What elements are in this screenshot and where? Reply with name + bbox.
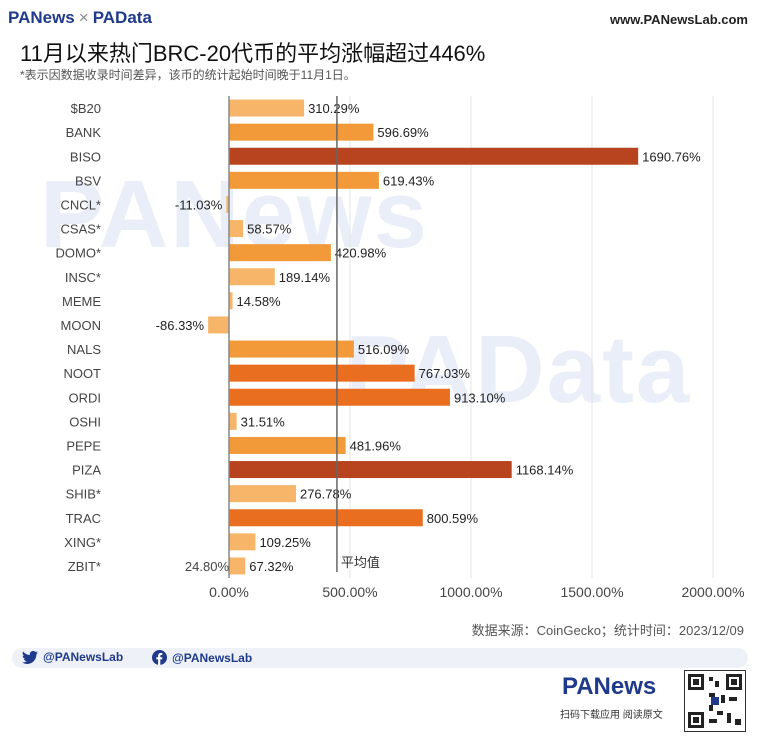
x-tick-label: 1000.00% [439,584,502,600]
data-label: 14.58% [237,294,282,309]
data-label: 913.10% [454,390,506,405]
bar-chart: 0.00% 500.00% 1000.00% 1500.00% 2000.00% $B20… [56,96,745,600]
x-tick-label: 2000.00% [681,584,744,600]
category-label: BSV [75,173,101,188]
category-label: ORDI [69,390,102,405]
data-label: 1168.14% [516,463,574,478]
data-label: 58.57% [247,222,292,237]
scan-download-text: 扫码下载应用 阅读原文 [560,710,663,721]
bar [229,364,415,382]
data-label: 67.32% [249,559,294,574]
data-label: 767.03% [419,366,471,381]
data-label: 109.25% [259,535,311,550]
bar [229,485,296,503]
bar [229,533,256,551]
x-tick-label: 0.00% [209,584,249,600]
category-label: MOON [61,318,101,333]
facebook-handle-text: @PANewsLab [172,650,253,665]
brand-separator: × [78,8,89,27]
bar [229,509,423,527]
category-label: BISO [70,149,101,164]
category-label: CNCL* [61,197,101,212]
chart-title: 11月以来热门BRC-20代币的平均涨幅超过446% [20,41,486,66]
data-label: 310.29% [308,101,360,116]
category-label: NOOT [63,366,101,381]
data-label: 1690.76% [642,149,701,164]
data-label: 31.51% [241,414,286,429]
twitter-handle[interactable]: @PANewsLab [22,650,123,664]
bar [229,461,512,479]
data-source: 数据来源：CoinGecko；统计时间：2023/12/09 [471,623,744,638]
category-label: $B20 [71,101,101,116]
data-label: 189.14% [279,270,331,285]
bar [229,244,331,262]
category-label: PEPE [66,438,101,453]
category-label: MEME [62,294,101,309]
data-label: 596.69% [377,125,429,140]
x-tick-label: 1500.00% [560,584,623,600]
chart-subtitle: *表示因数据收录时间差异，该币的统计起始时间晚于11月1日。 [20,68,356,82]
bar [229,220,244,238]
bar [229,171,379,189]
category-label: XING* [64,535,101,550]
category-label: CSAS* [61,222,101,237]
data-label: -86.33% [156,318,205,333]
data-label: -11.03% [175,197,223,212]
bar [229,123,374,141]
data-label: 619.43% [383,173,435,188]
x-tick-label: 500.00% [322,584,377,600]
category-label: ZBIT* [68,559,101,574]
facebook-handle[interactable]: @PANewsLab [152,650,252,665]
bar [229,412,237,430]
category-label: NALS [67,342,101,357]
top-bar: PANews × PAData www.PANewsLab.com [0,0,760,38]
data-label: 481.96% [350,438,402,453]
bar [229,292,233,310]
category-label: BANK [66,125,102,140]
bar [229,388,450,406]
site-url[interactable]: www.PANewsLab.com [610,12,748,27]
category-label: SHIB* [66,487,101,502]
bar [229,99,305,117]
category-label: PIZA [72,463,101,478]
social-bar [12,648,748,668]
average-label: 平均值 [341,555,380,570]
bar [229,557,246,575]
category-label: DOMO* [56,246,102,261]
data-label: 276.78% [300,487,352,502]
category-label: TRAC [66,511,101,526]
qr-code-icon[interactable] [684,670,746,732]
brand-logo: PANews × PAData [8,8,152,28]
bar [229,436,346,454]
bar [229,340,354,358]
bar [226,195,229,213]
data-label: 800.59% [427,511,479,526]
category-label: INSC* [65,270,101,285]
twitter-handle-text: @PANewsLab [43,650,124,664]
padata-logo-text: PAData [92,8,152,27]
twitter-icon [22,650,38,664]
footer-logo: PANews [562,673,657,700]
data-label: 516.09% [358,342,410,357]
bar [229,268,275,286]
extra-annotation: 24.80% [185,559,230,574]
facebook-icon [152,650,167,665]
bar [229,147,639,165]
category-label: OSHI [69,414,101,429]
bar [208,316,229,334]
data-label: 420.98% [335,246,387,261]
panews-logo-text: PANews [8,8,75,27]
